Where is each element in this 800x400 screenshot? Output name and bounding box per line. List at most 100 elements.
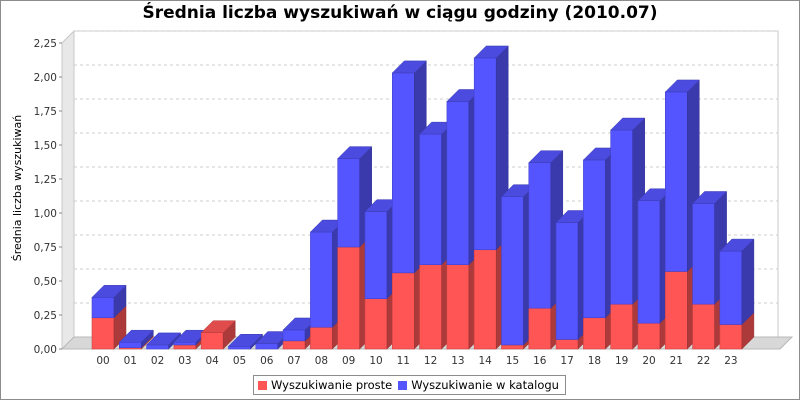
bar-proste-09 — [337, 246, 361, 350]
bar-katalog-11 — [391, 72, 415, 274]
x-tick-label: 07 — [287, 355, 300, 367]
bar-proste-15 — [501, 344, 524, 350]
bar-katalog-19 — [610, 129, 634, 305]
x-tick-label: 16 — [533, 355, 547, 367]
bar-katalog-01 — [119, 341, 142, 348]
chart-legend: Wyszukiwanie proste Wyszukiwanie w katal… — [253, 375, 566, 395]
bar-proste-21 — [664, 271, 688, 350]
x-tick-label: 09 — [342, 355, 355, 367]
bar-proste-20 — [637, 322, 661, 350]
legend-label-proste: Wyszukiwanie proste — [271, 378, 393, 392]
bar-proste-12 — [419, 264, 442, 350]
bar-katalog-16 — [528, 162, 552, 309]
bar-proste-18 — [583, 317, 606, 350]
bar-proste-00 — [91, 317, 115, 350]
bar-top-katalog-11 — [391, 60, 427, 74]
x-tick-label: 00 — [96, 355, 109, 367]
bar-proste-10 — [364, 298, 388, 350]
x-tick-label: 15 — [506, 355, 519, 367]
bar-top-katalog-05 — [227, 334, 264, 347]
bar-katalog-22 — [692, 203, 715, 305]
bar-katalog-06 — [255, 343, 279, 350]
bar-side-katalog-23 — [741, 238, 755, 326]
bar-top-proste-04 — [200, 320, 236, 333]
bar-top-katalog-22 — [691, 191, 728, 204]
x-tick-label: 19 — [615, 355, 628, 367]
y-tick-label: 0,75 — [34, 242, 57, 254]
legend-item-katalog: Wyszukiwanie w katalogu — [398, 378, 559, 392]
x-tick-label: 22 — [697, 355, 710, 367]
bar-proste-14 — [473, 249, 497, 350]
x-tick-label: 14 — [479, 355, 493, 367]
legend-label-katalog: Wyszukiwanie w katalogu — [411, 378, 559, 392]
x-tick-label: 06 — [260, 355, 274, 367]
bar-katalog-23 — [719, 250, 743, 325]
bar-katalog-08 — [310, 231, 333, 328]
bar-katalog-18 — [583, 159, 606, 319]
bar-proste-22 — [692, 303, 715, 350]
x-tick-label: 03 — [178, 355, 191, 367]
bar-proste-17 — [555, 339, 579, 350]
x-tick-label: 01 — [124, 355, 137, 367]
y-tick-label: 0,00 — [34, 344, 57, 356]
bar-top-katalog-00 — [91, 285, 127, 298]
bar-katalog-21 — [664, 91, 688, 272]
bar-katalog-13 — [446, 101, 470, 265]
x-tick-label: 18 — [588, 355, 601, 367]
x-tick-label: 17 — [560, 355, 573, 367]
bar-proste-08 — [310, 326, 333, 350]
legend-swatch-katalog — [398, 380, 408, 390]
bar-top-katalog-21 — [664, 79, 700, 93]
bar-proste-11 — [391, 272, 415, 350]
bar-katalog-14 — [473, 57, 497, 251]
bar-katalog-05 — [228, 345, 251, 350]
x-tick-label: 08 — [315, 355, 328, 367]
x-tick-label: 02 — [151, 355, 164, 367]
y-tick-label: 1,50 — [34, 140, 57, 152]
y-tick-label: 0,50 — [34, 276, 57, 288]
bar-top-katalog-02 — [145, 332, 182, 346]
x-tick-label: 13 — [451, 355, 464, 367]
y-tick-label: 0,25 — [34, 310, 57, 322]
bar-katalog-00 — [91, 297, 115, 319]
y-tick-label: 1,00 — [34, 208, 57, 220]
bar-katalog-07 — [282, 329, 306, 342]
bar-katalog-09 — [337, 158, 361, 248]
bar-katalog-15 — [501, 196, 524, 346]
bar-katalog-17 — [555, 222, 579, 340]
bar-proste-16 — [528, 307, 552, 350]
x-tick-label: 05 — [233, 355, 246, 367]
x-tick-label: 23 — [724, 355, 737, 367]
bar-top-katalog-01 — [118, 329, 154, 343]
bar-proste-23 — [719, 324, 743, 350]
bar-katalog-20 — [637, 200, 661, 324]
bar-proste-19 — [610, 303, 634, 350]
chart-title: Średnia liczba wyszukiwań w ciągu godzin… — [142, 3, 658, 23]
x-tick-label: 04 — [206, 355, 220, 367]
x-tick-label: 12 — [424, 355, 437, 367]
bar-katalog-03 — [173, 341, 197, 346]
bar-katalog-02 — [146, 344, 169, 350]
x-tick-label: 20 — [642, 355, 655, 367]
x-tick-label: 21 — [670, 355, 683, 367]
bar-top-katalog-16 — [528, 150, 564, 163]
y-tick-label: 2,00 — [34, 72, 57, 84]
x-tick-label: 11 — [397, 355, 410, 367]
bar-top-katalog-19 — [610, 117, 646, 131]
bar-top-katalog-14 — [473, 45, 509, 59]
plot-left-wall — [61, 29, 75, 351]
bar-katalog-10 — [364, 211, 388, 299]
legend-swatch-proste — [258, 380, 267, 390]
y-tick-label: 1,25 — [34, 174, 57, 186]
legend-item-proste: Wyszukiwanie proste — [258, 378, 392, 392]
bar-katalog-12 — [419, 133, 442, 265]
x-tick-label: 10 — [369, 355, 382, 367]
bar-top-katalog-09 — [337, 146, 373, 159]
bar-proste-04 — [200, 332, 224, 350]
y-tick-label: 1,75 — [34, 106, 57, 118]
bar-top-katalog-23 — [719, 238, 755, 252]
y-tick-label: 2,25 — [34, 38, 57, 50]
bar-proste-03 — [173, 344, 197, 350]
bar-proste-13 — [446, 264, 470, 350]
